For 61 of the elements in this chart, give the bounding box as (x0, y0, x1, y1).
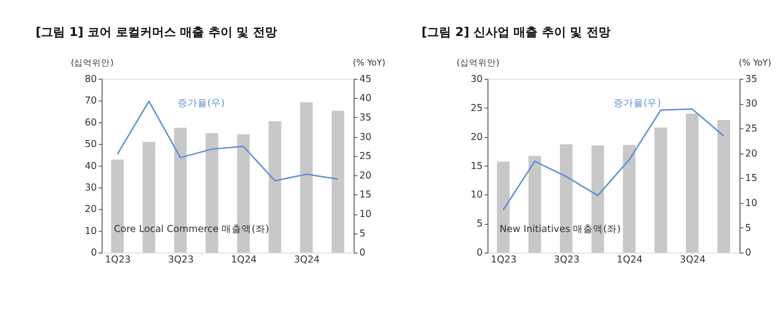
y-tick-label: 10 (84, 226, 97, 237)
bar (268, 121, 282, 253)
chart-title: [그림 1] 코어 로컬커머스 매출 추이 및 전망 (36, 25, 277, 40)
bar (332, 110, 344, 253)
x-tick-label: 1Q24 (616, 254, 643, 266)
line-series (116, 100, 339, 182)
x-tick-label: 3Q24 (294, 254, 320, 266)
bar (300, 102, 313, 253)
y-tick-label: 5 (476, 218, 483, 230)
y-tick-label: 50 (84, 139, 97, 150)
y2-tick-label: 45 (359, 74, 372, 85)
x-tick-label: 1Q23 (104, 254, 131, 266)
y-tick-label: 20 (470, 132, 483, 143)
y2-tick-label: 5 (359, 228, 366, 240)
y-tick-label: 80 (84, 74, 97, 85)
y2-tick-label: 20 (359, 170, 372, 182)
y-tick-label: 30 (470, 74, 483, 85)
series-label: 증가율(우) (614, 98, 661, 109)
y-tick-label: 20 (84, 204, 97, 216)
y2-tick-label: 40 (359, 93, 372, 104)
y2-tick-label: 35 (359, 112, 372, 124)
y2-tick-label: 0 (745, 248, 752, 259)
x-tick-label: 1Q24 (230, 254, 257, 266)
bar (654, 127, 668, 253)
x-tick-label: 3Q24 (680, 254, 706, 266)
y2-tick-label: 15 (745, 173, 758, 184)
y2-axis-title: (% YoY) (738, 58, 772, 68)
y2-tick-label: 10 (745, 198, 758, 210)
x-tick-label: 1Q23 (490, 254, 517, 266)
y-tick-label: 25 (470, 102, 483, 114)
y2-axis-title: (% YoY) (352, 58, 386, 68)
series-label: New Initiatives 매출액(좌) (500, 224, 621, 235)
x-tick-label: 3Q23 (168, 254, 194, 266)
y-axis-title: (십억위안) (70, 58, 114, 68)
y2-tick-label: 5 (745, 222, 752, 234)
y2-tick-label: 10 (359, 209, 372, 220)
bar (686, 114, 699, 253)
line-series (502, 108, 724, 211)
y2-tick-label: 0 (359, 248, 366, 259)
y-tick-label: 30 (84, 182, 97, 194)
text: 증가율(우) (177, 98, 225, 109)
y-tick-label: 40 (84, 160, 97, 172)
y2-tick-label: 25 (359, 151, 372, 162)
y2-tick-label: 30 (359, 132, 372, 143)
chart-title: [그림 2] 신사업 매출 추이 및 전망 (421, 25, 610, 40)
y2-tick-label: 15 (359, 190, 372, 201)
series-label: Core Local Commerce 매출액(좌) (114, 224, 270, 235)
y-tick-label: 0 (90, 248, 97, 259)
y2-tick-label: 25 (745, 124, 758, 135)
y2-tick-label: 35 (745, 74, 758, 85)
y2-tick-label: 30 (745, 98, 758, 110)
bar (717, 120, 730, 253)
x-tick-label: 3Q23 (554, 254, 580, 266)
y2-tick-label: 20 (745, 148, 758, 160)
y-tick-label: 70 (84, 96, 97, 107)
y-tick-label: 10 (470, 190, 483, 201)
y-tick-label: 0 (476, 248, 483, 259)
y-tick-label: 15 (470, 160, 483, 172)
y-tick-label: 60 (84, 117, 97, 128)
y-axis-title: (십억위안) (456, 58, 500, 68)
bar (622, 144, 636, 253)
